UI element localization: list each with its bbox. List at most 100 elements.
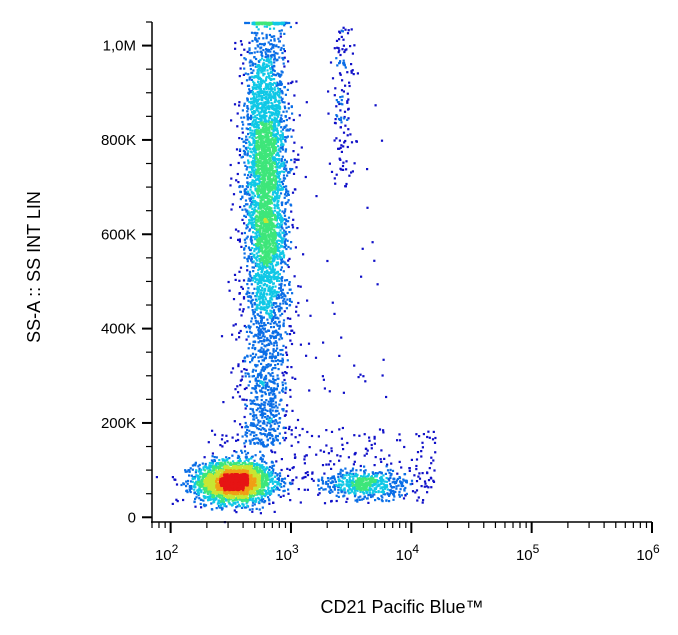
data-point [249,155,252,158]
data-point [257,275,260,278]
data-point [342,26,345,29]
data-point [242,297,246,300]
data-point [264,79,268,82]
data-point [238,270,241,273]
data-point [247,91,250,94]
data-point [276,409,279,412]
data-point [243,357,246,360]
data-point [210,465,213,468]
data-point [348,477,351,480]
data-point [262,277,265,280]
data-point [281,371,284,374]
data-point [262,443,265,447]
data-point [267,385,270,388]
data-point [247,324,250,327]
data-point [295,21,298,25]
data-point [272,158,275,161]
data-point [347,456,350,459]
data-point [185,489,188,493]
data-point [278,324,281,327]
data-point [278,276,281,280]
data-point [257,496,260,499]
data-point [368,491,371,494]
data-point [274,485,277,488]
data-point [251,161,254,164]
data-point [256,182,259,185]
data-point [265,65,268,68]
data-point [274,419,277,422]
data-point [279,117,282,120]
data-point [270,304,274,307]
data-point [254,98,258,101]
data-point [272,231,275,234]
data-point [242,279,246,282]
data-point [255,322,258,325]
data-point [254,425,257,428]
data-point [289,482,292,485]
data-point [335,114,338,117]
data-point [276,133,279,136]
data-point [256,177,259,180]
data-point [209,468,212,472]
data-point [361,475,364,478]
data-point [247,287,250,290]
data-point [243,188,246,191]
data-point [274,108,277,111]
data-point [231,503,234,506]
data-point [266,69,269,72]
data-point [265,49,268,52]
data-point [268,245,271,248]
data-point [232,324,235,327]
data-point [347,29,350,32]
data-point [252,224,255,227]
data-point [333,312,336,315]
data-point [259,130,262,133]
data-point [253,51,256,54]
data-point [272,317,275,320]
data-point [295,305,298,308]
data-point [290,366,293,369]
data-point [325,482,328,485]
data-point [260,441,263,444]
data-point [279,216,282,219]
data-point [281,250,284,253]
data-point [270,124,273,127]
data-point [271,265,275,268]
data-point [284,262,287,265]
data-point [200,506,203,509]
data-point [291,226,295,229]
data-point [278,488,281,491]
data-point [265,37,268,40]
data-point [265,303,268,306]
data-point [247,132,250,136]
data-point [276,406,279,409]
data-point [263,291,266,294]
data-point [285,247,288,251]
data-point [193,477,196,480]
data-point [353,453,356,456]
data-point [266,258,269,261]
data-point [259,420,262,423]
data-point [267,349,270,352]
data-point [269,287,272,290]
data-point [370,443,373,447]
data-point [208,461,211,465]
data-point [208,495,212,498]
data-point [241,310,244,313]
data-point [269,433,272,436]
data-point [236,385,239,388]
data-point [277,359,280,362]
data-point [274,134,278,137]
data-point [237,365,240,368]
data-point [266,275,269,278]
data-point [258,127,261,130]
data-point [228,289,231,292]
data-point [251,292,254,295]
data-point [243,368,246,371]
data-point [351,52,354,55]
data-point [290,158,293,162]
data-point [283,229,286,232]
data-point [258,92,261,95]
data-point [279,302,282,305]
data-point [255,464,258,467]
